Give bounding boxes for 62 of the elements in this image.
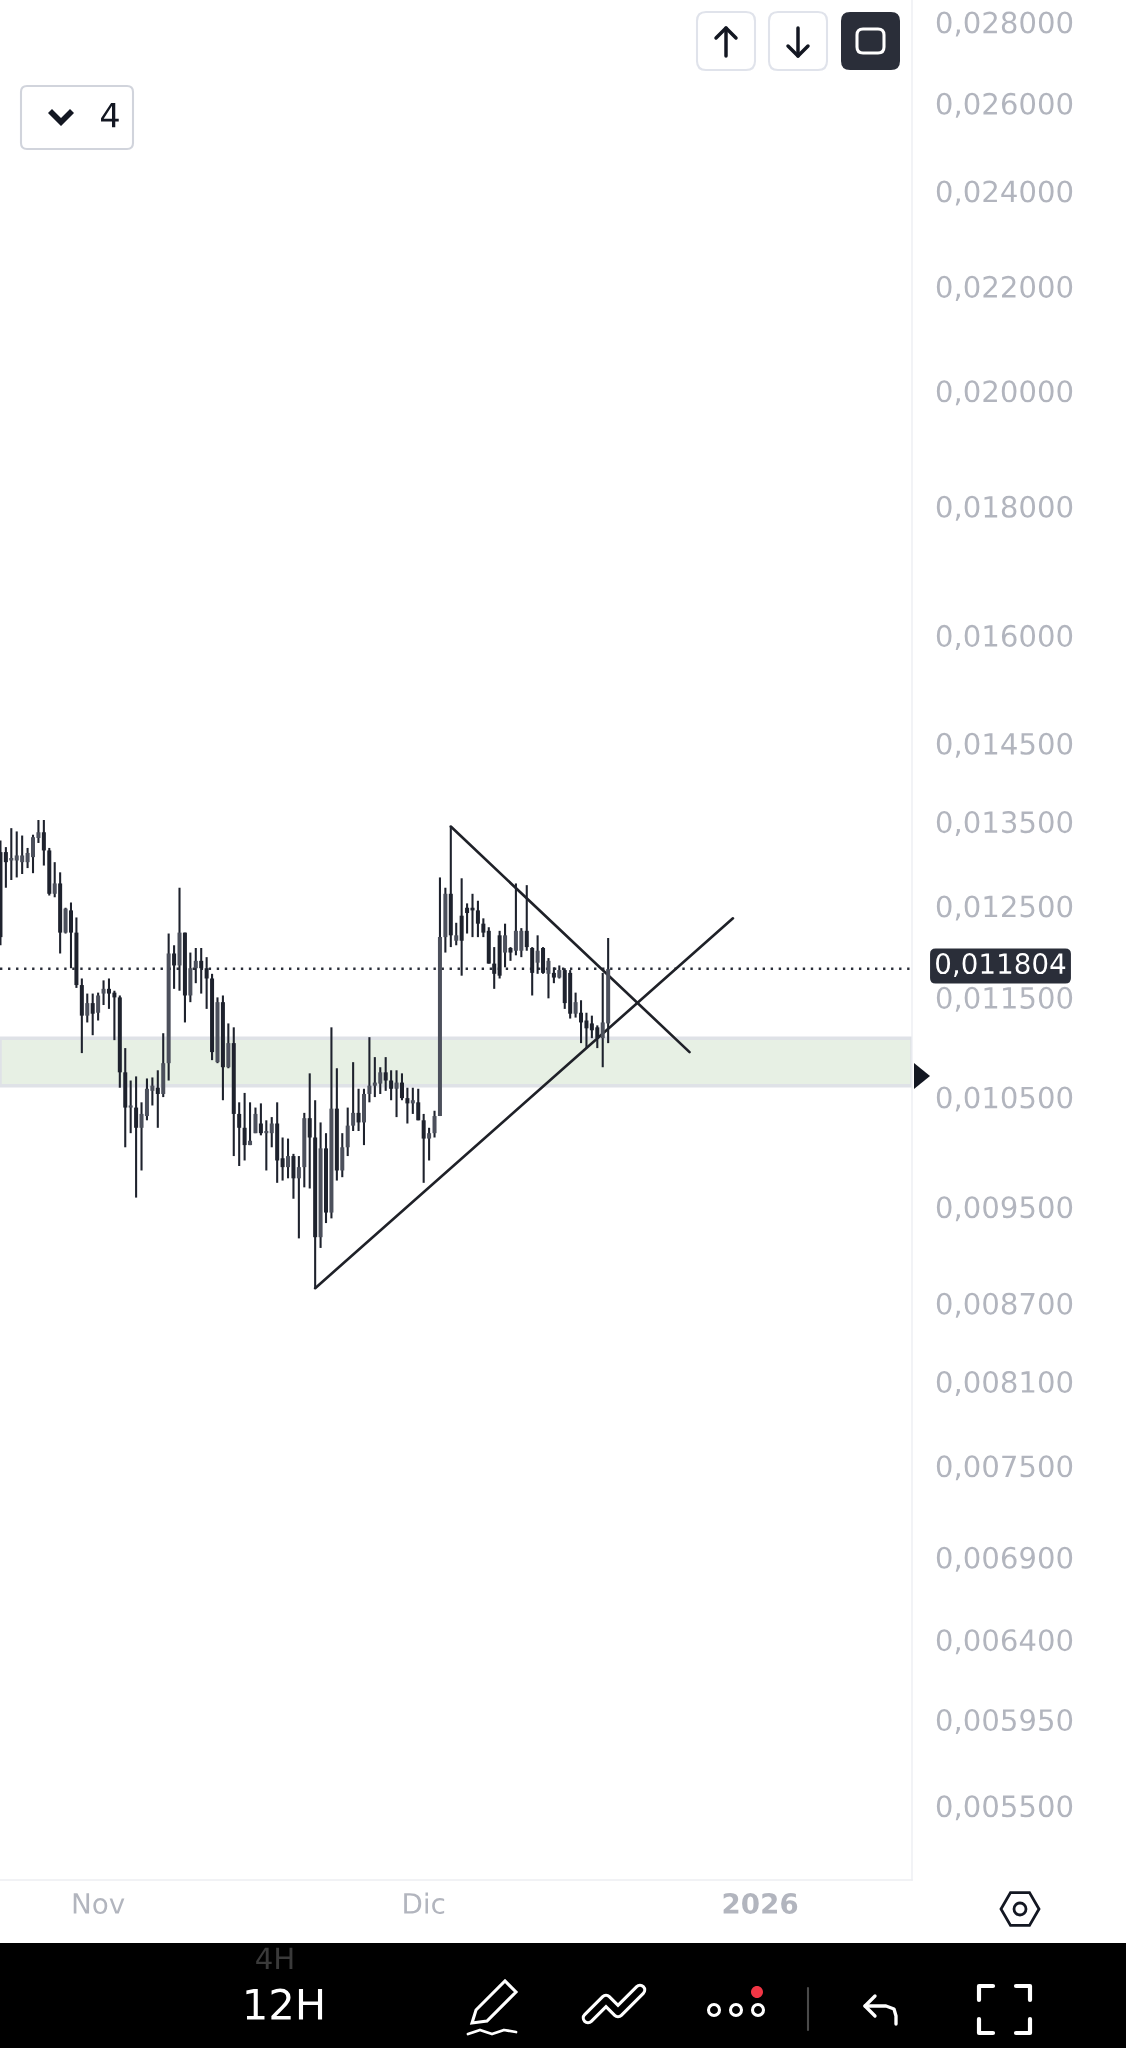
candlestick <box>242 1091 247 1162</box>
candlestick <box>524 884 529 952</box>
y-tick-label: 0,005500 <box>936 1795 1073 1821</box>
y-tick-label: 0,006900 <box>936 1546 1073 1572</box>
candlestick <box>41 818 46 867</box>
candlestick <box>421 1112 426 1184</box>
candlestick <box>481 917 486 939</box>
y-tick-label: 0,013500 <box>936 811 1073 837</box>
y-tick-label: 0,020000 <box>936 380 1073 406</box>
candlestick <box>291 1152 296 1200</box>
y-tick-label: 0,016000 <box>936 624 1073 650</box>
candlestick <box>172 944 177 990</box>
candlestick <box>68 901 73 970</box>
candlestick <box>399 1072 404 1102</box>
y-tick-label: 0,010500 <box>936 1086 1073 1112</box>
ref-line-label: 0,011804 <box>936 953 1066 977</box>
candlestick <box>383 1056 388 1092</box>
text: 12H <box>246 1988 323 2020</box>
y-tick-label: 0,007500 <box>936 1455 1073 1481</box>
candlestick <box>579 999 584 1045</box>
candlestick <box>258 1102 263 1137</box>
candlestick <box>508 946 513 962</box>
candlestick <box>454 921 459 947</box>
y-tick-label: 0,014500 <box>936 732 1073 758</box>
candlestick <box>90 992 95 1037</box>
y-tick-label: 0,008700 <box>936 1292 1073 1318</box>
y-tick-label: 0,005950 <box>936 1709 1073 1735</box>
annotation: 4 <box>101 102 119 128</box>
y-tick-label: 0,008100 <box>936 1370 1073 1396</box>
candlestick <box>405 1086 410 1125</box>
candlestick <box>3 846 8 889</box>
candlestick <box>389 1069 394 1102</box>
y-tick-label: 0,006400 <box>936 1629 1073 1655</box>
y-tick-label: 0,011500 <box>936 986 1073 1012</box>
candlestick <box>351 1061 356 1133</box>
y-tick-label: 0,012500 <box>936 895 1073 921</box>
candlestick <box>253 1106 258 1135</box>
y-tick-label: 0,018000 <box>936 495 1073 521</box>
y-tick-label: 0,028000 <box>936 11 1073 37</box>
candlestick <box>237 1101 242 1168</box>
candlestick <box>416 1087 421 1122</box>
y-tick-label: 0,009500 <box>936 1196 1073 1222</box>
candlestick <box>296 1155 301 1240</box>
candlestick <box>134 1075 139 1199</box>
x-tick-label: Nov <box>73 1893 125 1914</box>
candlestick <box>155 1069 160 1129</box>
candlestick <box>356 1087 361 1133</box>
x-tick-label: Dic <box>404 1892 445 1914</box>
y-tick-label: 0,022000 <box>936 275 1073 301</box>
candlestick <box>475 899 480 939</box>
candlestick <box>307 1072 312 1190</box>
x-tick-label: 2026 <box>723 1892 798 1914</box>
candlestick <box>280 1136 285 1182</box>
candlestick <box>432 1109 437 1139</box>
candlestick <box>324 1132 329 1225</box>
y-tick-label: 0,026000 <box>936 92 1073 118</box>
y-tick-label: 0,024000 <box>936 180 1073 206</box>
candlestick <box>367 1036 372 1104</box>
candlestick <box>361 1087 366 1147</box>
candlestick <box>345 1106 350 1158</box>
candlestick <box>128 1079 133 1135</box>
text: 4H <box>256 1947 293 1970</box>
